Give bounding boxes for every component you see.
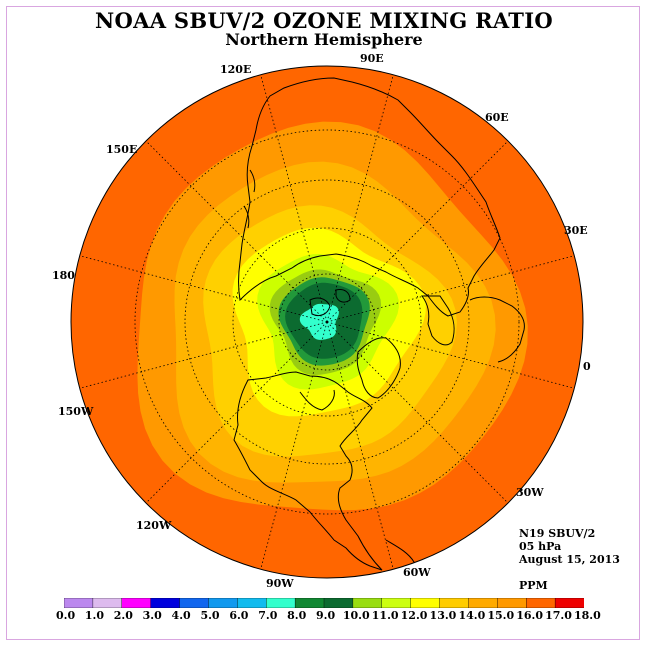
meridian-line — [326, 321, 394, 570]
coast-south-america — [385, 539, 421, 577]
colorbar-tick-label: 17.0 — [545, 609, 572, 622]
colorbar-tick-label: 1.0 — [84, 609, 105, 622]
colorbar-cell — [323, 598, 354, 608]
meridian-line — [260, 74, 328, 323]
lon-label-90w: 90W — [266, 577, 294, 590]
colorbar-cell — [439, 598, 469, 608]
map-title: NOAA SBUV/2 OZONE MIXING RATIO — [95, 8, 553, 33]
colorbar-cell — [208, 598, 238, 608]
colorbar-cell — [294, 598, 325, 608]
coast-eurasia — [238, 77, 501, 317]
colorbar-cell — [237, 598, 267, 608]
colorbar-cell — [410, 598, 441, 608]
meridian-line — [326, 321, 509, 504]
colorbar-tick-label: 0.0 — [56, 609, 76, 622]
lon-label-60e: 60E — [485, 111, 509, 124]
colorbar-tick-label: 8.0 — [287, 609, 307, 622]
meridian-line — [79, 255, 328, 323]
colorbar — [64, 598, 584, 608]
colorbar-tick-label: 2.0 — [113, 609, 133, 622]
meridian-line — [79, 321, 328, 389]
lon-label-30w: 30W — [516, 486, 544, 499]
colorbar-tick-label: 6.0 — [229, 609, 249, 622]
colorbar-cell — [64, 598, 94, 608]
colorbar-tick-label: 16.0 — [516, 609, 544, 622]
lon-label-30e: 30E — [564, 224, 588, 237]
colorbar-cell — [497, 598, 527, 608]
colorbar-tick-label: 15.0 — [487, 609, 515, 622]
colorbar-cell — [266, 598, 296, 608]
lon-label-150w: 150W — [58, 405, 94, 418]
meridian-line — [145, 140, 328, 323]
colorbar-tick-label: 12.0 — [400, 609, 428, 622]
meridian-line — [260, 321, 328, 570]
meridian-line — [326, 255, 575, 323]
colorbar-tick-label: 11.0 — [371, 609, 399, 622]
meridian-line — [326, 140, 509, 323]
colorbar-tick-label: 4.0 — [171, 609, 191, 622]
meridian-line — [145, 321, 328, 504]
date-label: August 15, 2013 — [519, 553, 620, 566]
colorbar-cell — [121, 598, 152, 608]
colorbar-tick-label: 10.0 — [342, 609, 370, 622]
meridian-line — [326, 74, 394, 323]
colorbar-cell — [352, 598, 383, 608]
map-boundary — [70, 65, 584, 579]
colorbar-tick-label: 3.0 — [142, 609, 162, 622]
map-subtitle: Northern Hemisphere — [225, 30, 423, 49]
colorbar-cell — [526, 598, 556, 608]
latitude-circle — [134, 129, 520, 515]
latitude-circle — [232, 227, 422, 417]
coast-japan — [243, 169, 256, 229]
instrument-label: N19 SBUV/2 — [519, 527, 596, 540]
coastlines — [233, 77, 525, 577]
lon-label-120w: 120W — [136, 519, 172, 532]
latitude-circle — [278, 273, 376, 371]
colorbar-cell — [381, 598, 412, 608]
lon-label-60w: 60W — [403, 566, 431, 579]
coast-africa — [469, 296, 525, 363]
colorbar-tick-label: 14.0 — [458, 609, 486, 622]
units-label: PPM — [519, 579, 548, 592]
colorbar-tick-label: 7.0 — [258, 609, 278, 622]
colorbar-tick-label: 9.0 — [316, 609, 336, 622]
pressure-level: 05 hPa — [519, 540, 562, 553]
colorbar-cell — [179, 598, 209, 608]
coast-north-america — [233, 371, 383, 571]
lon-label-180: 180 — [52, 269, 75, 282]
colorbar-cell — [554, 598, 584, 608]
info-block: N19 SBUV/2 05 hPa August 15, 2013 PPM — [519, 527, 620, 592]
colorbar-cell — [150, 598, 181, 608]
lon-label-150e: 150E — [106, 143, 138, 156]
colorbar-tick-label: 5.0 — [200, 609, 220, 622]
lon-label-120e: 120E — [220, 63, 252, 76]
latitude-circle — [184, 179, 470, 465]
colorbar-tick-label: 13.0 — [429, 609, 457, 622]
colorbar-cell — [92, 598, 123, 608]
coast-greenland — [356, 337, 401, 399]
figure-frame — [6, 6, 640, 640]
lon-label-0: 0 — [583, 360, 591, 373]
meridian-line — [326, 321, 575, 389]
coast-arctic-islands — [309, 289, 351, 317]
colorbar-tick-label: 18.0 — [574, 609, 601, 622]
colorbar-cell — [468, 598, 498, 608]
graticule — [79, 74, 575, 570]
coast-hudson — [299, 389, 335, 411]
lon-label-90e: 90E — [360, 52, 384, 65]
coast-europe — [421, 295, 455, 346]
